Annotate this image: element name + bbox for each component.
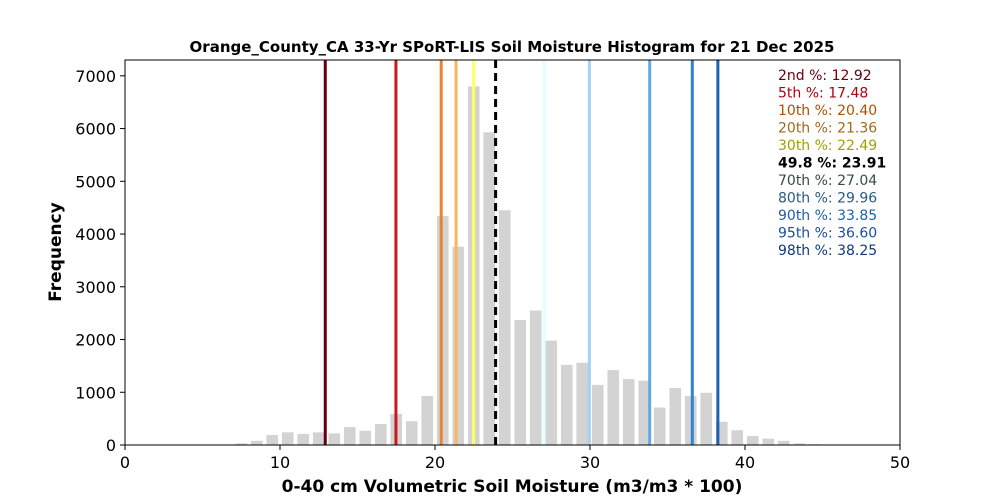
x-axis-ticks: 0 10 20 30 40 50: [120, 445, 910, 472]
x-tick-label: 10: [270, 453, 290, 472]
histogram-bar: [777, 440, 790, 445]
histogram-bar: [793, 443, 806, 445]
percentile-label: 5th %: 17.48: [778, 86, 868, 102]
histogram-bar: [297, 433, 310, 445]
histogram-bar: [328, 433, 341, 445]
histogram-bar: [266, 434, 279, 445]
histogram-bar: [281, 432, 294, 445]
histogram-bar: [343, 427, 356, 445]
x-axis-label: 0-40 cm Volumetric Soil Moisture (m3/m3 …: [282, 477, 743, 497]
y-tick-label: 6000: [75, 120, 116, 139]
percentile-lines: [323, 60, 720, 445]
percentile-label: 70th %: 27.04: [778, 173, 877, 189]
histogram-bar: [684, 395, 697, 445]
histogram-bar: [576, 362, 589, 445]
histogram-bar: [653, 407, 666, 445]
percentile-label: 90th %: 33.85: [778, 208, 877, 224]
histogram-bar: [452, 246, 465, 445]
histogram-bar: [359, 430, 372, 445]
percentile-label: 10th %: 20.40: [778, 103, 877, 119]
chart-title: Orange_County_CA 33-Yr SPoRT-LIS Soil Mo…: [190, 38, 835, 56]
x-tick-label: 20: [425, 453, 445, 472]
histogram-bar: [235, 443, 248, 445]
y-tick-label: 0: [106, 436, 116, 455]
histogram-bar: [560, 364, 573, 445]
histogram-bar: [700, 392, 713, 445]
percentile-label: 49.8 %: 23.91: [778, 156, 886, 172]
histogram-bar: [250, 440, 263, 445]
histogram-bar: [591, 384, 604, 445]
histogram-bar: [483, 132, 496, 445]
x-tick-label: 0: [120, 453, 130, 472]
percentile-label: 2nd %: 12.92: [778, 68, 872, 84]
y-tick-label: 1000: [75, 383, 116, 402]
histogram-bar: [731, 430, 744, 445]
y-axis-ticks: 0 1000 2000 3000 4000 5000 6000 7000: [75, 67, 125, 455]
histogram-bar: [405, 421, 418, 445]
histogram-bar: [421, 395, 434, 445]
y-axis-label: Frequency: [46, 202, 66, 302]
histogram-bar: [762, 438, 775, 445]
histogram-bar: [312, 432, 325, 445]
x-tick-label: 40: [735, 453, 755, 472]
percentile-label: 20th %: 21.36: [778, 121, 877, 137]
percentile-label: 30th %: 22.49: [778, 138, 877, 154]
histogram-bar: [669, 388, 682, 445]
x-tick-label: 50: [890, 453, 910, 472]
y-tick-label: 4000: [75, 225, 116, 244]
y-tick-label: 7000: [75, 67, 116, 86]
histogram-bars: [235, 86, 821, 445]
x-tick-label: 30: [580, 453, 600, 472]
histogram-bar: [746, 436, 759, 445]
histogram-bar: [622, 379, 635, 445]
histogram-bar: [498, 210, 511, 445]
histogram-bar: [374, 423, 387, 445]
histogram-bar: [436, 216, 449, 445]
histogram-bar: [529, 310, 542, 445]
histogram-bar: [638, 380, 651, 445]
y-tick-label: 2000: [75, 331, 116, 350]
y-tick-label: 3000: [75, 278, 116, 297]
percentile-label: 98th %: 38.25: [778, 243, 877, 259]
percentile-label: 95th %: 36.60: [778, 226, 877, 242]
histogram-bar: [514, 320, 527, 445]
histogram-bar: [715, 421, 728, 445]
histogram-bar: [545, 340, 558, 445]
percentile-label: 80th %: 29.96: [778, 191, 877, 207]
y-tick-label: 5000: [75, 172, 116, 191]
histogram-bar: [607, 370, 620, 445]
plot-frame: [124, 59, 901, 446]
